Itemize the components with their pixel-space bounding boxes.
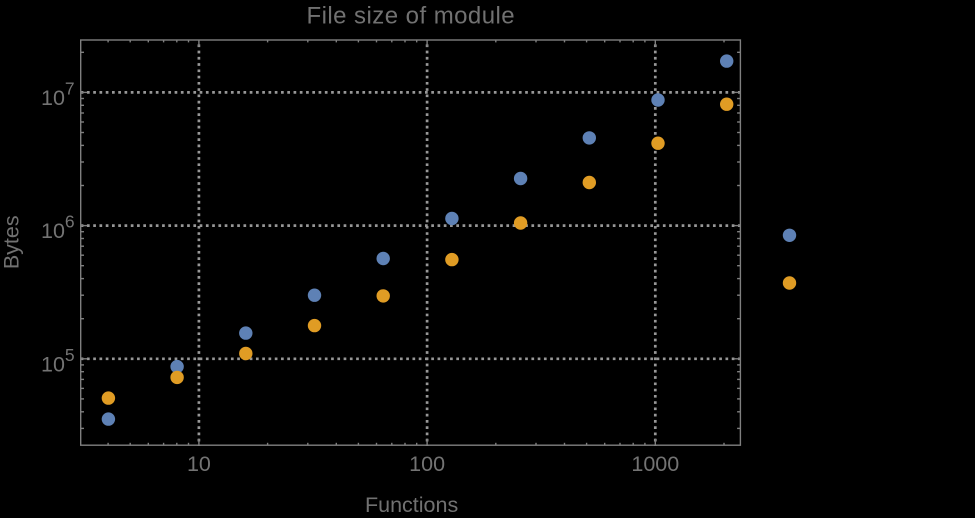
svg-text:Functions: Functions [365, 493, 458, 513]
svg-text:1000: 1000 [631, 452, 679, 476]
svg-text:Bytes: Bytes [0, 215, 23, 269]
svg-text:10: 10 [187, 452, 211, 476]
svg-text:File size of module: File size of module [306, 2, 515, 29]
svg-text:100: 100 [409, 452, 445, 476]
